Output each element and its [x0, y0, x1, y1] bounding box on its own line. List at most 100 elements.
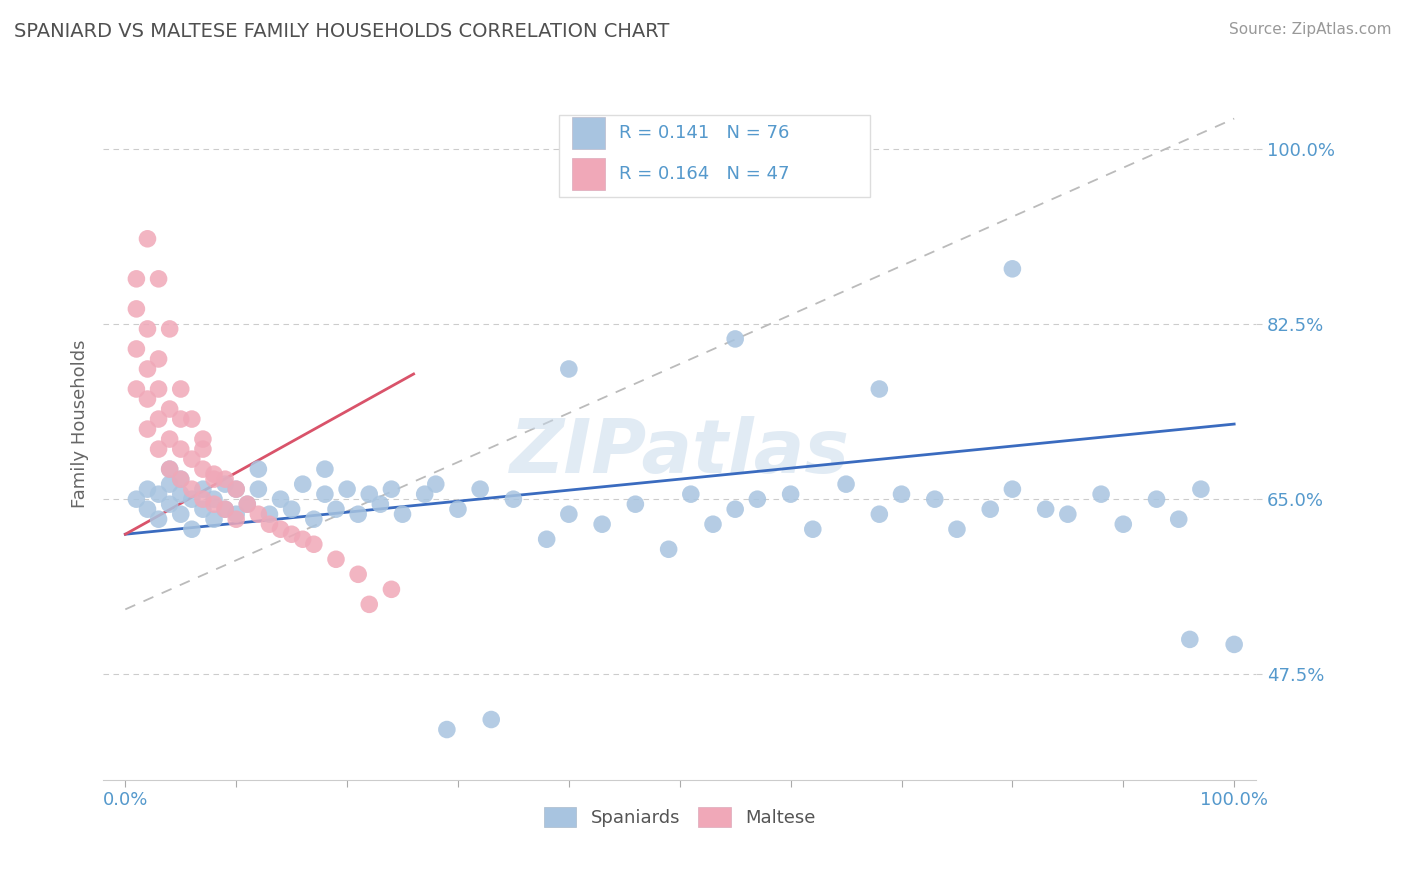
Point — [447, 502, 470, 516]
Point — [202, 512, 225, 526]
Point — [1189, 482, 1212, 496]
Point — [280, 527, 302, 541]
Point — [225, 482, 247, 496]
Point — [291, 533, 314, 547]
Point — [159, 477, 181, 491]
Point — [270, 522, 292, 536]
Point — [314, 462, 336, 476]
Point — [191, 492, 214, 507]
Point — [202, 467, 225, 482]
Point — [180, 522, 202, 536]
Point — [1001, 261, 1024, 276]
Point — [280, 502, 302, 516]
Point — [225, 482, 247, 496]
Point — [291, 477, 314, 491]
Point — [148, 512, 170, 526]
Point — [202, 492, 225, 507]
Point — [191, 482, 214, 496]
Point — [170, 472, 193, 486]
Point — [979, 502, 1001, 516]
Point — [724, 332, 747, 346]
Point — [1001, 482, 1024, 496]
Point — [347, 567, 370, 582]
Point — [247, 462, 270, 476]
Point — [370, 497, 392, 511]
Point — [425, 477, 447, 491]
Point — [148, 487, 170, 501]
Point — [724, 502, 747, 516]
Point — [747, 492, 769, 507]
Point — [191, 442, 214, 456]
Point — [924, 492, 946, 507]
Point — [236, 497, 259, 511]
Point — [159, 432, 181, 446]
Point — [946, 522, 969, 536]
Point — [191, 432, 214, 446]
Point — [336, 482, 359, 496]
Point — [159, 462, 181, 476]
Point — [191, 502, 214, 516]
Point — [658, 542, 681, 557]
Point — [125, 301, 148, 316]
Point — [1090, 487, 1112, 501]
Text: R = 0.164   N = 47: R = 0.164 N = 47 — [619, 165, 789, 183]
Point — [835, 477, 858, 491]
Text: R = 0.141   N = 76: R = 0.141 N = 76 — [619, 124, 789, 142]
Point — [380, 582, 402, 597]
Point — [136, 482, 159, 496]
Point — [1167, 512, 1189, 526]
Point — [136, 422, 159, 436]
Point — [202, 472, 225, 486]
Point — [236, 497, 259, 511]
Point — [624, 497, 647, 511]
Point — [868, 382, 890, 396]
Point — [1056, 507, 1078, 521]
Point — [259, 507, 281, 521]
Point — [170, 472, 193, 486]
Point — [270, 492, 292, 507]
Point — [125, 272, 148, 286]
Point — [779, 487, 801, 501]
Point — [479, 713, 502, 727]
Point — [868, 507, 890, 521]
Point — [170, 382, 193, 396]
Point — [136, 322, 159, 336]
Point — [1035, 502, 1057, 516]
Point — [890, 487, 912, 501]
Point — [302, 537, 325, 551]
Point — [180, 492, 202, 507]
Point — [225, 507, 247, 521]
Point — [1112, 517, 1135, 532]
Point — [148, 382, 170, 396]
Point — [702, 517, 724, 532]
Legend: Spaniards, Maltese: Spaniards, Maltese — [537, 799, 823, 835]
Point — [591, 517, 613, 532]
Point — [347, 507, 370, 521]
Point — [148, 351, 170, 366]
Point — [170, 507, 193, 521]
FancyBboxPatch shape — [572, 158, 605, 190]
Point — [359, 598, 381, 612]
Point — [170, 487, 193, 501]
Point — [148, 272, 170, 286]
Point — [413, 487, 436, 501]
Point — [247, 507, 270, 521]
Point — [1223, 637, 1246, 651]
Point — [159, 322, 181, 336]
Point — [1146, 492, 1168, 507]
Point — [225, 512, 247, 526]
Text: Source: ZipAtlas.com: Source: ZipAtlas.com — [1229, 22, 1392, 37]
Point — [125, 342, 148, 356]
FancyBboxPatch shape — [558, 115, 870, 196]
Point — [259, 517, 281, 532]
Point — [136, 232, 159, 246]
Point — [125, 382, 148, 396]
Text: SPANIARD VS MALTESE FAMILY HOUSEHOLDS CORRELATION CHART: SPANIARD VS MALTESE FAMILY HOUSEHOLDS CO… — [14, 22, 669, 41]
Point — [214, 502, 236, 516]
Point — [325, 552, 347, 566]
Point — [502, 492, 524, 507]
Point — [159, 462, 181, 476]
Text: ZIPatlas: ZIPatlas — [510, 416, 849, 489]
Point — [136, 502, 159, 516]
Point — [302, 512, 325, 526]
